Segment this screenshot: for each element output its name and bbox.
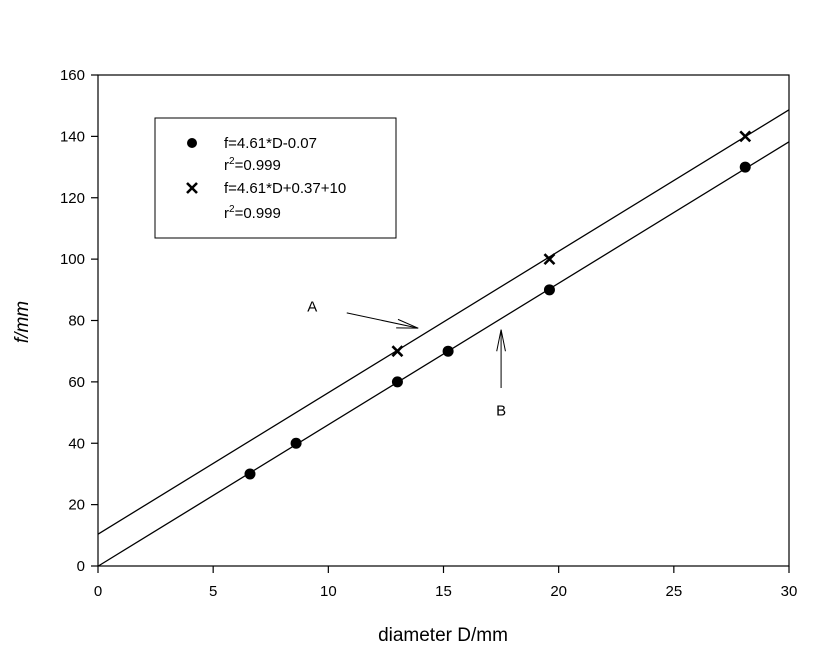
annotation-label-a: A: [307, 298, 317, 315]
data-point-series-1: [442, 345, 454, 357]
y-tick-label: 60: [68, 374, 85, 391]
data-point-series-1: [391, 376, 403, 388]
y-tick-label: 120: [60, 190, 85, 207]
x-tick-label: 20: [550, 583, 567, 600]
fit-line-series-2: [97, 109, 790, 535]
legend-series-2-r2: r2=0.999: [224, 204, 281, 222]
x-tick-label: 5: [209, 583, 217, 600]
legend-series-2-equation: f=4.61*D+0.37+10: [224, 180, 346, 197]
x-axis-title: diameter D/mm: [378, 625, 508, 646]
annotation-arrowhead-a: [396, 318, 419, 329]
annotation-arrowhead-b: [496, 329, 506, 352]
y-tick-label: 140: [60, 128, 85, 145]
legend-marker-x: [186, 182, 198, 194]
y-tick-label: 40: [68, 435, 85, 452]
x-tick-label: 10: [320, 583, 337, 600]
x-axis: 0 5 10 15 20 25 30: [94, 566, 798, 600]
legend-series-1-r2: r2=0.999: [224, 156, 281, 174]
x-tick-label: 0: [94, 583, 102, 600]
legend-box: [154, 117, 397, 239]
data-point-series-1: [543, 284, 555, 296]
data-point-series-1: [739, 161, 751, 173]
y-tick-label: 100: [60, 251, 85, 268]
data-point-series-2: [391, 345, 404, 358]
annotation-label-b: B: [496, 403, 506, 420]
data-point-series-2: [739, 130, 752, 143]
y-tick-label: 20: [68, 497, 85, 514]
y-axis: 0 20 40 60 80 100 120 140 160: [60, 67, 98, 575]
y-axis-title: f/mm: [12, 301, 33, 343]
data-point-series-1: [290, 437, 302, 449]
data-point-series-2: [543, 253, 556, 266]
legend-marker-circle: [187, 138, 197, 148]
annotation-arrow-a: [346, 312, 419, 329]
annotations: AB: [307, 298, 506, 419]
data-points: [244, 130, 752, 480]
legend: f=4.61*D-0.07 r2=0.999 f=4.61*D+0.37+10 …: [154, 117, 397, 239]
x-tick-label: 30: [781, 583, 798, 600]
x-tick-label: 15: [435, 583, 452, 600]
data-point-series-1: [244, 468, 256, 480]
legend-series-1-equation: f=4.61*D-0.07: [224, 135, 317, 152]
x-tick-label: 25: [665, 583, 682, 600]
y-tick-label: 0: [77, 558, 85, 575]
y-tick-label: 160: [60, 67, 85, 84]
y-tick-label: 80: [68, 313, 85, 330]
